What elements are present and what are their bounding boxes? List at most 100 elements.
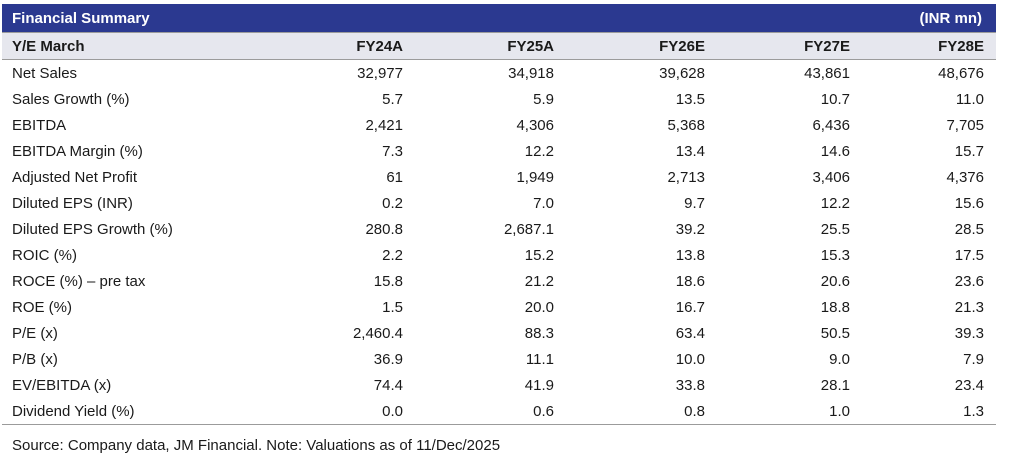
- table-cell: 280.8: [365, 220, 403, 238]
- table-cell: 13.4: [675, 142, 705, 160]
- table-cell: 0.6: [533, 402, 554, 420]
- table-cell: 25.5: [820, 220, 850, 238]
- table-cell: 39.3: [954, 324, 984, 342]
- table-cell: 10.0: [675, 350, 705, 368]
- table-cell: 3,406: [812, 168, 850, 186]
- table-cell: 15.3: [820, 246, 850, 264]
- table-row: Dividend Yield (%) 0.0 0.6 0.8 1.0 1.3: [2, 398, 996, 425]
- table-cell: 20.0: [524, 298, 554, 316]
- financial-summary-table: Y/E March FY24A FY25A FY26E FY27E FY28E …: [2, 32, 996, 425]
- row-label: ROIC (%): [12, 246, 77, 264]
- table-cell: 15.6: [954, 194, 984, 212]
- table-cell: 23.4: [954, 376, 984, 394]
- table-cell: 2,460.4: [352, 324, 403, 342]
- unit-label: (INR mn): [919, 9, 983, 27]
- table-cell: 10.7: [820, 90, 850, 108]
- table-cell: 61: [386, 168, 403, 186]
- table-cell: 7.3: [382, 142, 403, 160]
- table-cell: 5.9: [533, 90, 554, 108]
- table-cell: 0.2: [382, 194, 403, 212]
- table-cell: 28.1: [820, 376, 850, 394]
- table-row: Diluted EPS Growth (%) 280.8 2,687.1 39.2 25…: [2, 216, 996, 242]
- table-cell: 5,368: [667, 116, 705, 134]
- table-cell: 5.7: [382, 90, 403, 108]
- table-row: ROCE (%) – pre tax 15.8 21.2 18.6 20.6 23.6: [2, 268, 996, 294]
- column-header: FY25A: [507, 37, 554, 55]
- column-header: FY27E: [804, 37, 850, 55]
- table-cell: 13.5: [675, 90, 705, 108]
- table-cell: 18.6: [675, 272, 705, 290]
- table-cell: 9.0: [829, 350, 850, 368]
- table-row: Adjusted Net Profit 61 1,949 2,713 3,406 4,37…: [2, 164, 996, 190]
- row-label: EBITDA Margin (%): [12, 142, 143, 160]
- table-row: Diluted EPS (INR) 0.2 7.0 9.7 12.2 15.6: [2, 190, 996, 216]
- table-row: P/B (x) 36.9 11.1 10.0 9.0 7.9: [2, 346, 996, 372]
- table-row: ROIC (%) 2.2 15.2 13.8 15.3 17.5: [2, 242, 996, 268]
- table-cell: 1.0: [829, 402, 850, 420]
- table-cell: 39.2: [675, 220, 705, 238]
- title-bar: Financial Summary (INR mn): [2, 4, 996, 32]
- table-cell: 63.4: [675, 324, 705, 342]
- table-cell: 1.3: [963, 402, 984, 420]
- table-cell: 33.8: [675, 376, 705, 394]
- table-cell: 4,376: [946, 168, 984, 186]
- column-header: FY26E: [659, 37, 705, 55]
- table-cell: 28.5: [954, 220, 984, 238]
- table-cell: 2,421: [365, 116, 403, 134]
- table-row: Sales Growth (%) 5.7 5.9 13.5 10.7 11.0: [2, 86, 996, 112]
- table-cell: 2,687.1: [503, 220, 554, 238]
- table-cell: 2.2: [382, 246, 403, 264]
- table-cell: 12.2: [524, 142, 554, 160]
- row-label: Sales Growth (%): [12, 90, 130, 108]
- table-cell: 39,628: [659, 64, 705, 82]
- table-cell: 4,306: [516, 116, 554, 134]
- table-cell: 15.7: [954, 142, 984, 160]
- row-label: ROCE (%) – pre tax: [12, 272, 146, 290]
- table-cell: 17.5: [954, 246, 984, 264]
- table-cell: 15.2: [524, 246, 554, 264]
- row-label: EBITDA: [12, 116, 67, 134]
- table-cell: 15.8: [373, 272, 403, 290]
- column-header: FY24A: [356, 37, 403, 55]
- table-cell: 14.6: [820, 142, 850, 160]
- table-cell: 0.8: [684, 402, 705, 420]
- table-row: EV/EBITDA (x) 74.4 41.9 33.8 28.1 23.4: [2, 372, 996, 398]
- table-cell: 18.8: [820, 298, 850, 316]
- row-label: ROE (%): [12, 298, 72, 316]
- table-row: EBITDA Margin (%) 7.3 12.2 13.4 14.6 15.7: [2, 138, 996, 164]
- table-cell: 50.5: [820, 324, 850, 342]
- table-cell: 12.2: [820, 194, 850, 212]
- table-title: Financial Summary: [12, 9, 150, 27]
- column-header: FY28E: [938, 37, 984, 55]
- table-cell: 43,861: [804, 64, 850, 82]
- table-cell: 21.2: [524, 272, 554, 290]
- table-cell: 6,436: [812, 116, 850, 134]
- table-cell: 48,676: [938, 64, 984, 82]
- table-cell: 1.5: [382, 298, 403, 316]
- row-label: P/E (x): [12, 324, 58, 342]
- row-label: Dividend Yield (%): [12, 402, 135, 420]
- table-cell: 13.8: [675, 246, 705, 264]
- table-cell: 7,705: [946, 116, 984, 134]
- column-header: Y/E March: [12, 37, 85, 55]
- row-label: EV/EBITDA (x): [12, 376, 112, 394]
- table-cell: 20.6: [820, 272, 850, 290]
- table-cell: 7.9: [963, 350, 984, 368]
- source-note: Source: Company data, JM Financial. Note…: [12, 437, 501, 454]
- table-row: P/E (x) 2,460.4 88.3 63.4 50.5 39.3: [2, 320, 996, 346]
- row-label: Net Sales: [12, 64, 78, 82]
- table-cell: 11.1: [525, 350, 554, 368]
- table-cell: 34,918: [508, 64, 554, 82]
- table-cell: 74.4: [373, 376, 403, 394]
- table-body: Net Sales 32,977 34,918 39,628 43,861 48,676 S…: [2, 60, 996, 425]
- table-cell: 88.3: [524, 324, 554, 342]
- table-cell: 23.6: [954, 272, 984, 290]
- row-label: P/B (x): [12, 350, 58, 368]
- row-label: Diluted EPS Growth (%): [12, 220, 173, 238]
- table-cell: 2,713: [667, 168, 705, 186]
- table-cell: 36.9: [373, 350, 403, 368]
- table-cell: 11.0: [955, 90, 984, 108]
- table-cell: 41.9: [524, 376, 554, 394]
- financial-summary-table-container: Financial Summary (INR mn) Y/E March FY2…: [2, 4, 996, 425]
- row-label: Diluted EPS (INR): [12, 194, 133, 212]
